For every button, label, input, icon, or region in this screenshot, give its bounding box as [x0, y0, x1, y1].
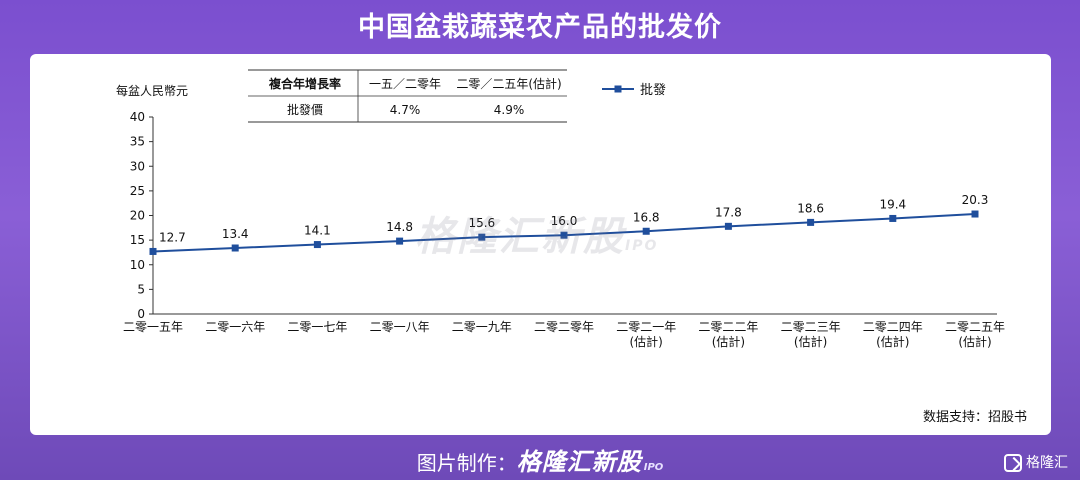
source-note: 数据支持：招股书 [922, 410, 1027, 425]
y-tick-label: 0 [137, 307, 145, 321]
table-cell: 4.9% [494, 103, 525, 117]
x-tick-label: (估計) [630, 334, 663, 349]
data-point [971, 210, 979, 218]
table-cell: 4.7% [390, 103, 421, 117]
y-tick-label: 20 [130, 209, 145, 223]
x-tick-label: 二零一五年 [123, 320, 183, 334]
data-point [149, 247, 157, 255]
data-point [560, 231, 568, 239]
line-chart: 每盆人民幣元 0 5 10 15 20 25 30 35 40 二零一五年 二零一六年 二零一七年 二零一… [116, 69, 1005, 349]
x-tick-label: 二零二一年 [616, 320, 676, 334]
data-point [889, 214, 897, 222]
x-tick-label: (估計) [794, 334, 827, 349]
x-tick-label: 二零一八年 [370, 320, 430, 334]
footer-brand: 格隆汇新股 [516, 448, 642, 476]
data-label: 16.8 [633, 210, 660, 224]
data-point [807, 218, 815, 226]
y-tick-label: 35 [130, 135, 145, 149]
data-label: 17.8 [715, 205, 742, 219]
x-tick-label: 二零二三年 [781, 320, 841, 334]
y-axis-label: 每盆人民幣元 [116, 83, 188, 98]
chart-card: 格隆汇新股IPO 每盆人民幣元 0 5 10 15 20 25 30 35 40 二零一五年 二零一六… [30, 54, 1051, 435]
data-point [313, 241, 321, 249]
data-label: 18.6 [797, 201, 824, 215]
y-tick-label: 40 [130, 110, 145, 124]
data-label: 12.7 [159, 230, 186, 244]
data-label: 19.4 [879, 197, 906, 211]
footer-label: 图片制作： [416, 451, 517, 475]
x-tick-label: 二零二五年 [945, 320, 1005, 334]
y-tick-label: 10 [130, 258, 145, 272]
legend-label: 批發 [640, 83, 666, 98]
x-tick-label: 二零二二年 [698, 320, 758, 334]
legend-marker [614, 85, 622, 93]
footer-credit: 图片制作：格隆汇新股 IPO [0, 444, 1080, 480]
data-label: 14.8 [386, 220, 413, 234]
x-tick-label: (估計) [712, 334, 745, 349]
y-tick-label: 25 [130, 184, 145, 198]
x-tick-label: (估計) [876, 334, 909, 349]
table-cell: 批發價 [287, 102, 323, 117]
data-point [231, 244, 239, 252]
data-point [642, 227, 650, 235]
y-tick-label: 5 [137, 282, 145, 296]
corner-logo: 格隆汇 [1004, 452, 1068, 474]
y-tick-label: 15 [130, 233, 145, 247]
footer-brand-sub: IPO [643, 462, 664, 473]
x-tick-label: 二零一六年 [205, 320, 265, 334]
corner-logo-text: 格隆汇 [1026, 455, 1068, 471]
x-tick-label: 二零二四年 [863, 320, 923, 334]
x-tick-label: 二零一九年 [452, 320, 512, 334]
data-label: 14.1 [304, 224, 331, 238]
x-tick-label: 二零一七年 [287, 320, 347, 334]
x-tick-label: (估計) [958, 334, 991, 349]
data-label: 15.6 [468, 216, 495, 230]
banner-title: 中国盆栽蔬菜农产品的批发价 [358, 12, 722, 43]
data-point [724, 222, 732, 230]
watermark: 格隆汇新股IPO [415, 214, 659, 260]
table-header-cell: 二零／二五年(估計) [456, 76, 561, 91]
data-label: 20.3 [962, 193, 989, 207]
data-label: 13.4 [222, 227, 249, 241]
data-label: 16.0 [551, 214, 578, 228]
y-tick-label: 30 [130, 159, 145, 173]
data-point [478, 233, 486, 241]
table-header-cell: 一五／二零年 [369, 77, 441, 91]
data-point [396, 237, 404, 245]
logo-icon [1004, 454, 1022, 472]
x-tick-label: 二零二零年 [534, 320, 594, 334]
table-header-cell: 複合年增長率 [268, 76, 341, 91]
